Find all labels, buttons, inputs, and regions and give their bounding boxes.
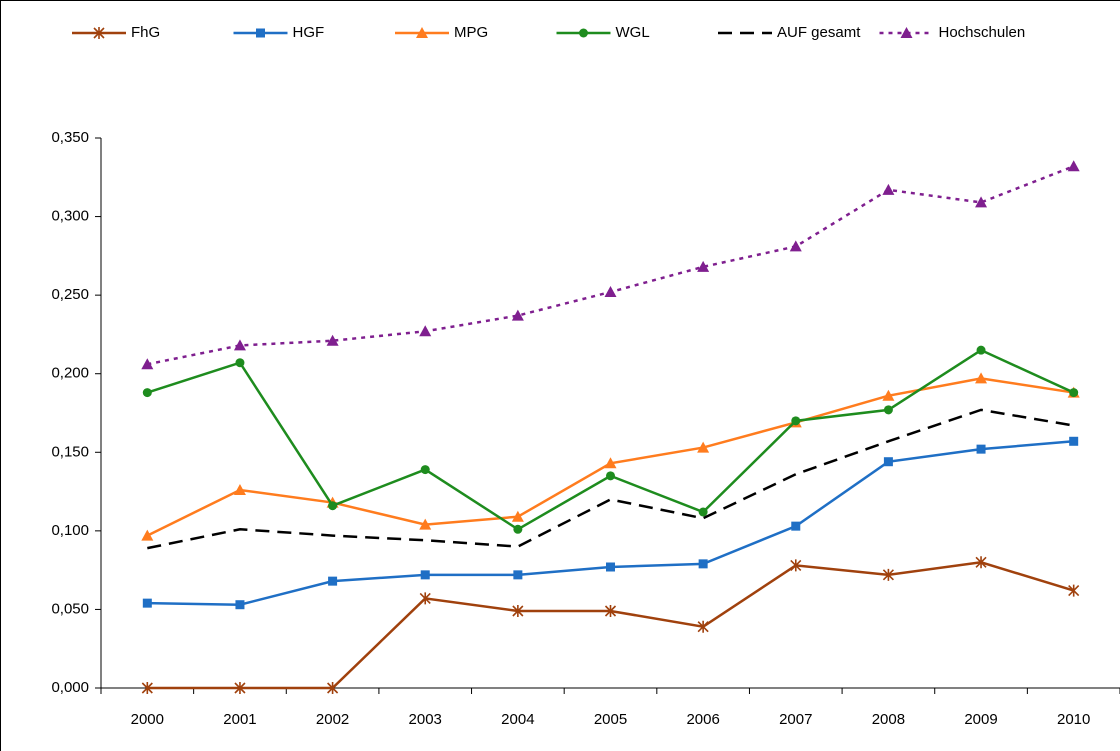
marker bbox=[579, 28, 588, 38]
y-tick-label: 0,350 bbox=[51, 129, 89, 146]
marker bbox=[604, 605, 617, 617]
marker bbox=[697, 620, 709, 633]
marker bbox=[790, 559, 802, 572]
marker bbox=[416, 27, 428, 38]
marker bbox=[327, 682, 339, 694]
marker bbox=[882, 389, 895, 401]
marker bbox=[513, 524, 523, 534]
marker bbox=[975, 196, 988, 208]
marker bbox=[1069, 436, 1079, 446]
y-tick-label: 0,250 bbox=[51, 286, 89, 303]
marker bbox=[604, 286, 617, 297]
legend-label: HGF bbox=[293, 24, 325, 41]
marker bbox=[976, 444, 986, 454]
x-tick-label: 2010 bbox=[1057, 711, 1090, 728]
x-tick-label: 2000 bbox=[131, 711, 164, 728]
marker bbox=[233, 484, 246, 495]
x-tick-label: 2004 bbox=[501, 711, 534, 728]
marker bbox=[235, 600, 245, 610]
marker bbox=[883, 457, 893, 467]
y-tick-label: 0,150 bbox=[51, 443, 89, 460]
marker bbox=[235, 358, 245, 368]
marker bbox=[326, 334, 339, 346]
marker bbox=[256, 28, 265, 38]
marker bbox=[419, 518, 432, 530]
marker bbox=[420, 465, 430, 475]
marker bbox=[1069, 388, 1079, 398]
legend-label: MPG bbox=[454, 24, 488, 41]
marker bbox=[976, 345, 986, 355]
marker bbox=[606, 471, 615, 481]
marker bbox=[791, 521, 801, 531]
x-tick-label: 2001 bbox=[223, 711, 256, 728]
marker bbox=[142, 388, 152, 398]
marker bbox=[697, 260, 710, 272]
marker bbox=[606, 562, 615, 572]
x-tick-label: 2002 bbox=[316, 711, 349, 728]
series-line bbox=[147, 408, 1074, 550]
marker bbox=[698, 559, 708, 569]
marker bbox=[975, 556, 987, 569]
marker bbox=[328, 501, 338, 511]
y-tick-label: 0,050 bbox=[51, 600, 89, 617]
marker bbox=[420, 570, 430, 580]
marker bbox=[882, 568, 894, 581]
marker bbox=[512, 605, 524, 617]
marker bbox=[328, 576, 338, 586]
marker bbox=[513, 570, 523, 580]
marker bbox=[791, 416, 801, 426]
y-tick-label: 0,200 bbox=[51, 365, 89, 382]
legend-label: WGL bbox=[616, 24, 650, 41]
y-tick-label: 0,100 bbox=[51, 522, 89, 539]
x-tick-label: 2008 bbox=[872, 711, 905, 728]
marker bbox=[900, 27, 913, 38]
marker bbox=[141, 529, 154, 541]
x-tick-label: 2005 bbox=[594, 711, 627, 728]
marker bbox=[1067, 160, 1080, 172]
legend-label: Hochschulen bbox=[939, 24, 1026, 41]
marker bbox=[698, 507, 708, 517]
marker bbox=[697, 441, 710, 453]
marker bbox=[1068, 584, 1080, 597]
marker bbox=[975, 372, 988, 384]
marker bbox=[234, 682, 246, 694]
marker bbox=[93, 27, 105, 39]
marker bbox=[141, 682, 153, 694]
legend-label: FhG bbox=[131, 24, 160, 41]
marker bbox=[883, 405, 893, 415]
marker bbox=[233, 339, 246, 351]
y-tick-label: 0,300 bbox=[51, 208, 89, 225]
legend-label: AUF gesamt bbox=[777, 24, 861, 41]
marker bbox=[511, 510, 524, 522]
marker bbox=[142, 598, 152, 608]
y-tick-label: 0,000 bbox=[51, 679, 89, 696]
x-tick-label: 2007 bbox=[779, 711, 812, 728]
x-tick-label: 2009 bbox=[964, 711, 997, 728]
x-tick-label: 2003 bbox=[409, 711, 442, 728]
marker bbox=[419, 592, 431, 605]
x-tick-label: 2006 bbox=[686, 711, 719, 728]
marker bbox=[789, 240, 802, 252]
marker bbox=[511, 309, 524, 321]
marker bbox=[419, 325, 432, 337]
marker bbox=[604, 457, 617, 469]
marker bbox=[882, 183, 895, 195]
marker bbox=[141, 358, 154, 370]
